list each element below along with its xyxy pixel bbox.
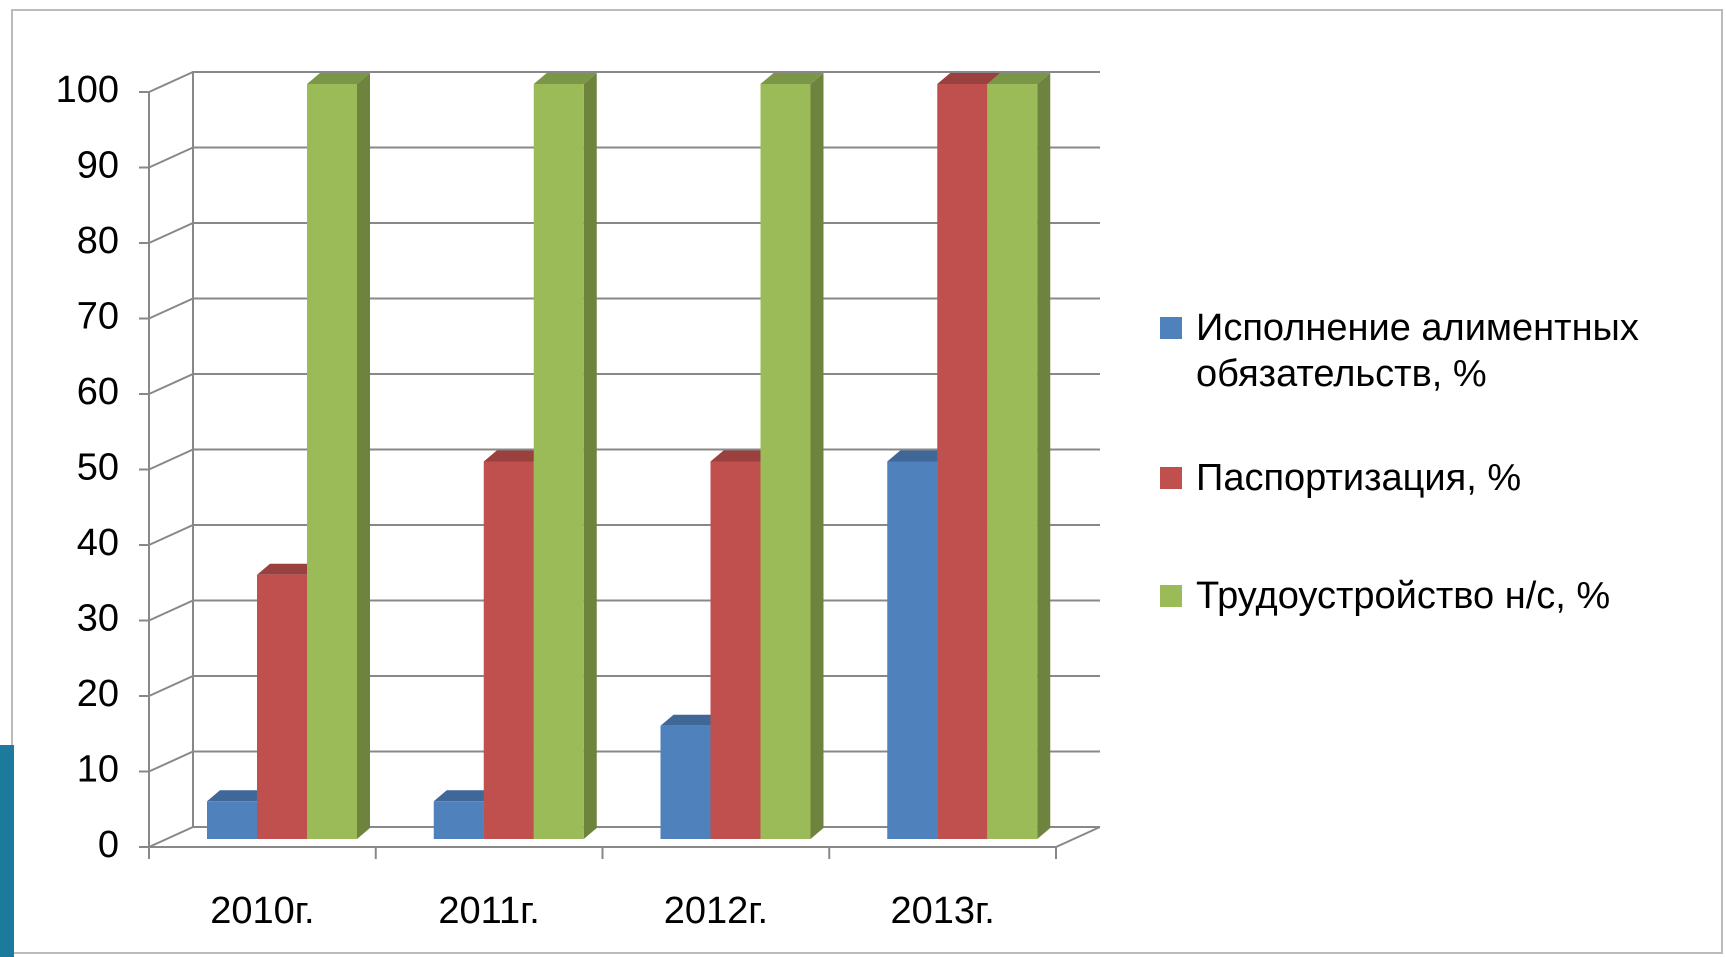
y-tick-label: 70	[77, 296, 119, 338]
legend-label: Исполнение алиментных обязательств, %	[1196, 307, 1639, 395]
bar-top	[433, 790, 497, 802]
bar	[710, 461, 761, 839]
bar	[660, 725, 711, 839]
legend-entry: Трудоустройство н/с, %	[1160, 573, 1696, 619]
legend-swatch	[1160, 585, 1182, 607]
legend-label: Паспортизация, %	[1196, 457, 1522, 499]
bar	[257, 574, 307, 839]
x-tick-label: 2011г.	[438, 890, 540, 932]
y-tick-label: 60	[77, 371, 119, 413]
bar-top	[257, 563, 320, 575]
x-tick-label: 2010г.	[210, 890, 314, 932]
bar-top	[887, 450, 951, 462]
grid-line	[148, 71, 1100, 93]
bar-top	[987, 73, 1051, 84]
bar-top	[307, 73, 370, 84]
bar-side	[583, 73, 597, 839]
y-tick-label: 30	[77, 598, 119, 640]
bar-top	[760, 73, 824, 84]
legend-entry: Паспортизация, %	[1160, 455, 1696, 501]
bar	[937, 84, 988, 839]
legend-swatch	[1160, 467, 1182, 489]
bar	[433, 801, 484, 839]
bar-top	[710, 450, 774, 462]
bar-top	[483, 450, 547, 462]
y-tick-label: 20	[77, 673, 119, 715]
bar	[307, 84, 357, 839]
y-tick-label: 100	[56, 69, 119, 111]
bar	[533, 84, 584, 839]
y-tick-label: 80	[77, 220, 119, 262]
decor-strip	[0, 745, 14, 957]
legend-swatch	[1160, 317, 1182, 339]
x-tick-label: 2013г.	[890, 890, 994, 932]
y-tick-label: 0	[98, 824, 119, 866]
bar-side	[810, 73, 824, 839]
bar-top	[533, 73, 597, 84]
bar	[760, 84, 811, 839]
y-tick-label: 40	[77, 522, 119, 564]
legend-label: Трудоустройство н/с, %	[1196, 575, 1611, 617]
x-tick-label: 2012г.	[664, 890, 768, 932]
bar-side	[1037, 73, 1051, 839]
bar-top	[660, 714, 724, 726]
frame	[11, 9, 1723, 954]
bar	[207, 801, 257, 839]
bar-top	[937, 73, 1001, 84]
bar	[483, 461, 534, 839]
y-tick-label: 90	[77, 145, 119, 187]
bar	[887, 461, 938, 839]
bar-side	[357, 73, 370, 839]
bar-top	[207, 790, 270, 802]
y-tick-label: 10	[77, 749, 119, 791]
legend-entry: Исполнение алиментных обязательств, %	[1160, 305, 1696, 397]
bar	[987, 84, 1038, 839]
y-tick-label: 50	[77, 447, 119, 489]
